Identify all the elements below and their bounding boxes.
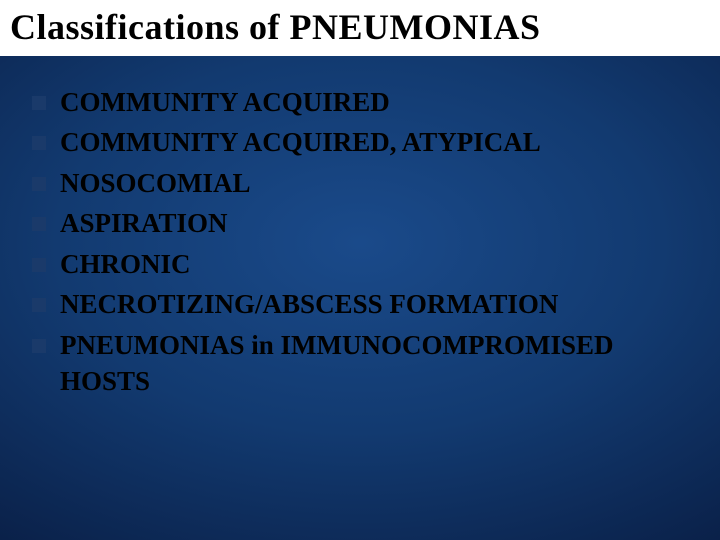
bullet-icon xyxy=(32,136,46,150)
list-item-text: CHRONIC xyxy=(60,246,191,282)
list-item: CHRONIC xyxy=(32,246,696,282)
list-item: ASPIRATION xyxy=(32,205,696,241)
list-item-text: COMMUNITY ACQUIRED, ATYPICAL xyxy=(60,124,541,160)
bullet-icon xyxy=(32,298,46,312)
list-item-text: COMMUNITY ACQUIRED xyxy=(60,84,390,120)
slide-body: COMMUNITY ACQUIRED COMMUNITY ACQUIRED, A… xyxy=(0,56,720,400)
list-item: COMMUNITY ACQUIRED, ATYPICAL xyxy=(32,124,696,160)
list-item: PNEUMONIAS in IMMUNOCOMPROMISED HOSTS xyxy=(32,327,696,400)
slide: Classifications of PNEUMONIAS COMMUNITY … xyxy=(0,0,720,540)
slide-title: Classifications of PNEUMONIAS xyxy=(10,6,710,48)
list-item-text: PNEUMONIAS in IMMUNOCOMPROMISED HOSTS xyxy=(60,327,696,400)
list-item: NECROTIZING/ABSCESS FORMATION xyxy=(32,286,696,322)
bullet-icon xyxy=(32,96,46,110)
list-item-text: NECROTIZING/ABSCESS FORMATION xyxy=(60,286,558,322)
bullet-icon xyxy=(32,177,46,191)
bullet-icon xyxy=(32,217,46,231)
title-bar: Classifications of PNEUMONIAS xyxy=(0,0,720,56)
list-item: NOSOCOMIAL xyxy=(32,165,696,201)
bullet-icon xyxy=(32,339,46,353)
list-item-text: NOSOCOMIAL xyxy=(60,165,251,201)
list-item: COMMUNITY ACQUIRED xyxy=(32,84,696,120)
list-item-text: ASPIRATION xyxy=(60,205,228,241)
bullet-icon xyxy=(32,258,46,272)
